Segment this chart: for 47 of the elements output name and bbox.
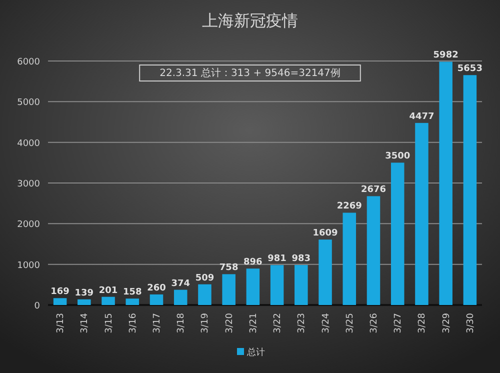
data-label: 2269 — [336, 202, 362, 212]
data-label: 374 — [171, 278, 190, 289]
x-tick-label: 3/16 — [128, 312, 138, 334]
data-label: 5982 — [433, 50, 458, 61]
data-label: 169 — [50, 287, 70, 298]
data-label: 1609 — [312, 228, 338, 239]
data-label: 201 — [98, 286, 118, 296]
data-label: 158 — [122, 288, 142, 298]
x-tick-label: 3/27 — [394, 313, 404, 334]
data-label: 509 — [195, 273, 214, 284]
data-label: 139 — [74, 288, 94, 298]
x-tick-label: 3/14 — [80, 312, 90, 334]
data-label: 5653 — [457, 64, 482, 74]
legend-label: 总计 — [246, 347, 265, 358]
data-label: 758 — [219, 263, 238, 274]
data-label: 4477 — [409, 112, 434, 122]
y-tick-label: 1000 — [17, 260, 40, 271]
y-tick-label: 3000 — [17, 180, 40, 190]
data-label: 3500 — [385, 152, 410, 162]
y-tick-label: 0 — [34, 302, 40, 312]
title: 上海新冠疫情 — [202, 11, 298, 30]
data-label: 260 — [147, 283, 166, 294]
x-tick-label: 3/25 — [345, 313, 356, 334]
x-tick-label: 3/18 — [176, 312, 187, 334]
x-tick-label: 3/30 — [466, 312, 476, 334]
x-tick-label: 3/15 — [104, 313, 114, 334]
data-label: 983 — [292, 254, 311, 264]
x-tick-label: 3/13 — [56, 313, 66, 334]
x-tick-label: 3/19 — [200, 312, 211, 334]
x-tick-label: 3/26 — [370, 312, 380, 334]
annotation: 22.3.31 总计：313 + 9546=32147例 — [160, 67, 340, 79]
y-tick-label: 4000 — [17, 138, 40, 149]
x-tick-label: 3/23 — [297, 313, 308, 334]
x-tick-label: 3/22 — [273, 313, 284, 334]
legend: 总计 — [237, 348, 265, 358]
y-tick-label: 6000 — [17, 58, 40, 68]
data-label: 981 — [268, 254, 286, 264]
y-tick-label: 5000 — [17, 98, 40, 108]
data-label: 2676 — [360, 185, 386, 196]
x-tick-label: 3/28 — [418, 312, 428, 334]
x-tick-label: 3/21 — [248, 313, 259, 334]
data-label: 896 — [244, 258, 262, 268]
x-tick-label: 3/20 — [224, 312, 235, 334]
x-tick-label: 3/17 — [152, 313, 162, 334]
y-tick-label: 2000 — [17, 220, 40, 230]
x-tick-label: 3/29 — [442, 312, 452, 334]
x-tick-label: 3/24 — [321, 312, 332, 334]
